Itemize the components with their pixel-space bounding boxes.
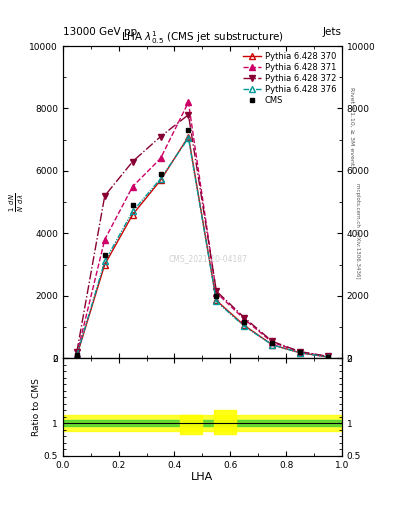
- Y-axis label: Ratio to CMS: Ratio to CMS: [32, 378, 41, 436]
- Pythia 6.428 372: [326, 353, 331, 359]
- Text: CMS_2021-10-04187: CMS_2021-10-04187: [169, 254, 248, 263]
- Line: CMS: CMS: [74, 128, 331, 359]
- Pythia 6.428 372: [270, 338, 275, 345]
- Pythia 6.428 376: [326, 354, 331, 360]
- Pythia 6.428 370: [270, 342, 275, 348]
- Pythia 6.428 371: [214, 290, 219, 296]
- Pythia 6.428 371: [326, 353, 331, 359]
- Pythia 6.428 370: [130, 211, 135, 218]
- Text: Rivet 3.1.10, ≥ 3M events: Rivet 3.1.10, ≥ 3M events: [349, 87, 354, 169]
- Pythia 6.428 370: [214, 297, 219, 304]
- Line: Pythia 6.428 370: Pythia 6.428 370: [74, 134, 331, 360]
- Pythia 6.428 370: [326, 354, 331, 360]
- Bar: [63, 420, 342, 426]
- CMS: [242, 319, 247, 325]
- Pythia 6.428 370: [75, 353, 79, 359]
- CMS: [130, 202, 135, 208]
- Pythia 6.428 372: [130, 159, 135, 165]
- Y-axis label: $\frac{1}{N}\,\frac{dN}{d\lambda}$: $\frac{1}{N}\,\frac{dN}{d\lambda}$: [8, 193, 26, 212]
- CMS: [326, 354, 331, 360]
- Pythia 6.428 371: [242, 316, 247, 322]
- Line: Pythia 6.428 376: Pythia 6.428 376: [74, 135, 331, 360]
- Text: 13000 GeV pp: 13000 GeV pp: [63, 27, 137, 37]
- CMS: [102, 252, 107, 258]
- CMS: [214, 293, 219, 299]
- Pythia 6.428 376: [270, 342, 275, 348]
- Pythia 6.428 372: [75, 349, 79, 355]
- Pythia 6.428 372: [158, 134, 163, 140]
- Pythia 6.428 372: [186, 112, 191, 118]
- Pythia 6.428 376: [130, 208, 135, 215]
- Pythia 6.428 371: [298, 349, 303, 355]
- Pythia 6.428 371: [75, 351, 79, 357]
- Bar: [63, 415, 342, 431]
- Pythia 6.428 370: [298, 350, 303, 356]
- Pythia 6.428 376: [298, 350, 303, 356]
- CMS: [158, 171, 163, 177]
- Bar: [213, 410, 236, 434]
- Bar: [180, 415, 202, 434]
- Pythia 6.428 376: [242, 323, 247, 329]
- Pythia 6.428 371: [186, 99, 191, 105]
- Pythia 6.428 372: [214, 288, 219, 294]
- Text: Jets: Jets: [323, 27, 342, 37]
- Pythia 6.428 376: [102, 259, 107, 265]
- Pythia 6.428 371: [158, 155, 163, 161]
- Pythia 6.428 370: [102, 262, 107, 268]
- Pythia 6.428 371: [270, 339, 275, 345]
- CMS: [75, 352, 79, 358]
- Pythia 6.428 372: [298, 349, 303, 355]
- Pythia 6.428 372: [242, 314, 247, 321]
- Pythia 6.428 370: [242, 323, 247, 329]
- Text: mcplots.cern.ch [arXiv:1306.3436]: mcplots.cern.ch [arXiv:1306.3436]: [355, 183, 360, 278]
- CMS: [298, 349, 303, 355]
- Pythia 6.428 376: [158, 176, 163, 182]
- Pythia 6.428 372: [102, 193, 107, 199]
- Pythia 6.428 371: [102, 237, 107, 243]
- Pythia 6.428 370: [186, 134, 191, 140]
- Pythia 6.428 376: [214, 298, 219, 305]
- Title: LHA $\lambda^1_{0.5}$ (CMS jet substructure): LHA $\lambda^1_{0.5}$ (CMS jet substruct…: [121, 29, 284, 46]
- Pythia 6.428 371: [130, 183, 135, 189]
- Line: Pythia 6.428 372: Pythia 6.428 372: [74, 112, 331, 359]
- Legend: Pythia 6.428 370, Pythia 6.428 371, Pythia 6.428 372, Pythia 6.428 376, CMS: Pythia 6.428 370, Pythia 6.428 371, Pyth…: [241, 50, 338, 107]
- Pythia 6.428 376: [186, 135, 191, 141]
- CMS: [186, 127, 191, 134]
- Pythia 6.428 370: [158, 177, 163, 183]
- CMS: [270, 340, 275, 346]
- X-axis label: LHA: LHA: [191, 472, 213, 482]
- Pythia 6.428 376: [75, 352, 79, 358]
- Line: Pythia 6.428 371: Pythia 6.428 371: [74, 99, 331, 359]
